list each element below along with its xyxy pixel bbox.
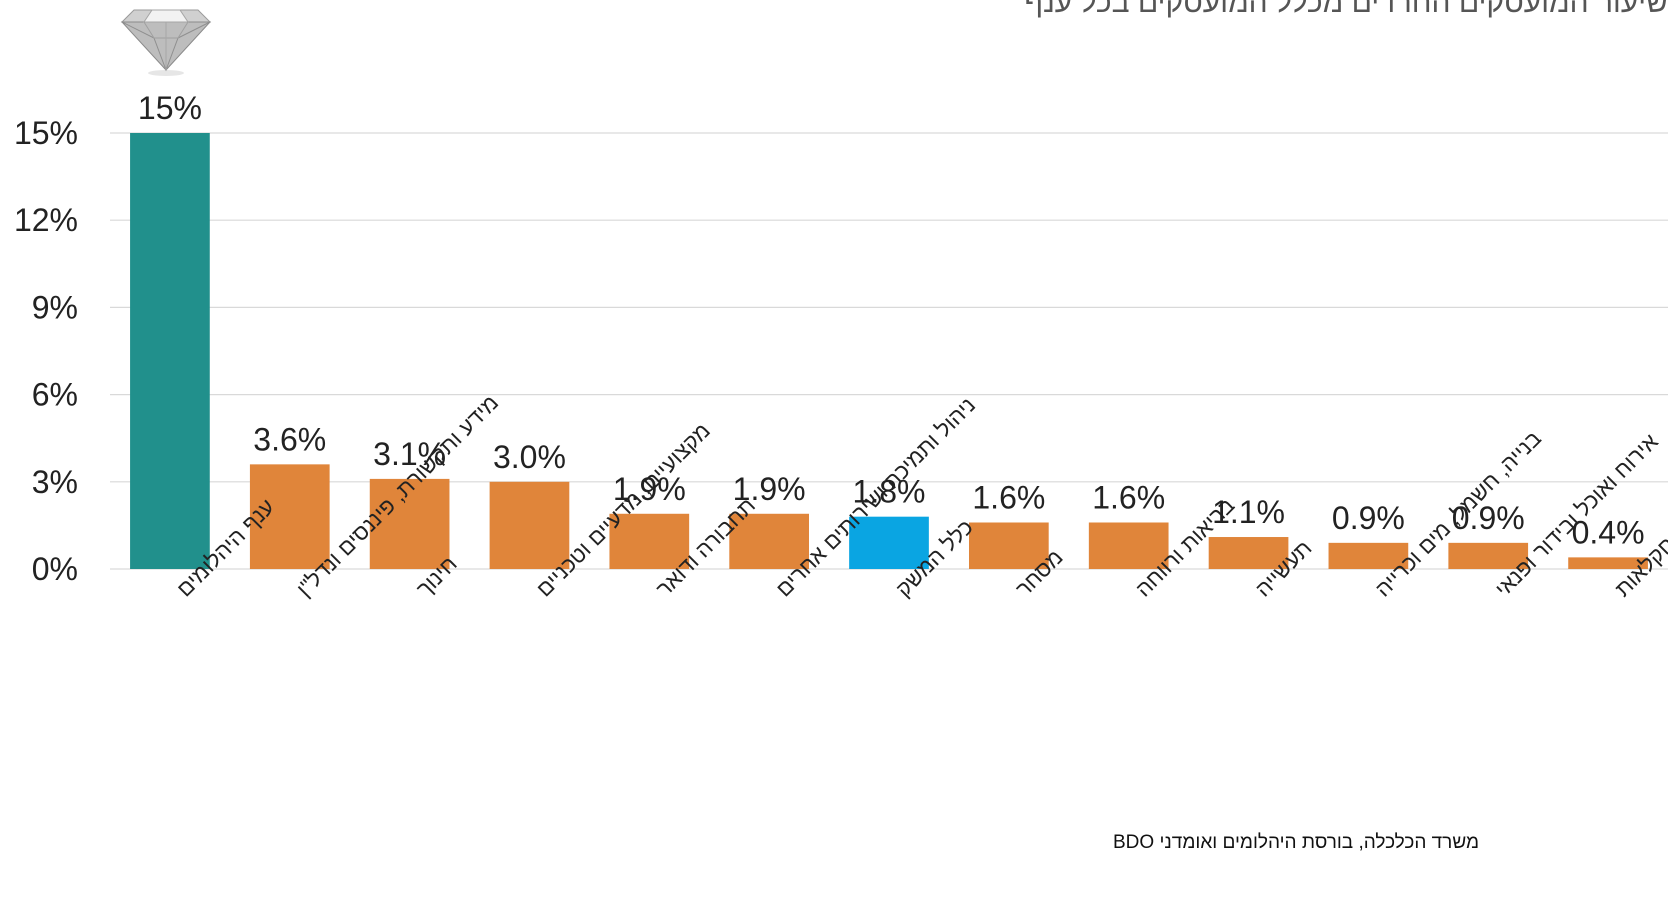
y-tick-label: 15%: [14, 115, 78, 151]
source-note: משרד הכלכלה, בורסת היהלומים ואומדני BDO: [1113, 832, 1480, 853]
data-label: 0.9%: [1452, 500, 1525, 536]
y-tick-label: 12%: [14, 202, 78, 238]
bar: [1328, 542, 1409, 569]
y-axis: 0% 3% 6% 9% 12% 15%: [14, 115, 78, 587]
bar: [609, 513, 690, 569]
bar: [1208, 537, 1289, 569]
value-labels: 15% 3.6% 3.1% 3.0% 1.9% 1.9% 1.8% 1.6% 1.6% 1.1% 0…: [138, 90, 1645, 550]
bar: [729, 513, 810, 569]
bar: [1448, 542, 1529, 569]
data-label: 1.6%: [972, 479, 1045, 515]
data-label: 1.9%: [613, 471, 686, 507]
y-tick-label: 0%: [32, 551, 78, 587]
chart-title: שיעור המועסקים החרדים מכלל המועסקים בכל …: [1024, 0, 1668, 19]
bar: [130, 133, 210, 569]
data-label: 15%: [138, 90, 202, 126]
bar: [369, 478, 450, 569]
bar: [489, 481, 570, 569]
bar: [1088, 522, 1169, 569]
bar: [249, 464, 330, 569]
data-label: 1.8%: [853, 474, 926, 510]
data-label: 0.9%: [1332, 500, 1405, 536]
data-label: 1.1%: [1212, 494, 1285, 530]
data-label: 0.4%: [1572, 514, 1645, 550]
bar: [849, 516, 929, 569]
diamond-icon: [120, 9, 212, 76]
bar: [968, 522, 1049, 569]
y-tick-label: 6%: [32, 377, 78, 413]
data-label: 3.0%: [493, 439, 566, 475]
y-tick-label: 9%: [32, 289, 78, 325]
data-label: 1.6%: [1092, 479, 1165, 515]
bar: [1568, 557, 1648, 569]
data-label: 1.9%: [733, 471, 806, 507]
data-label: 3.1%: [373, 436, 446, 472]
bars: [130, 133, 1648, 569]
y-tick-label: 3%: [32, 464, 78, 500]
data-label: 3.6%: [253, 421, 326, 457]
